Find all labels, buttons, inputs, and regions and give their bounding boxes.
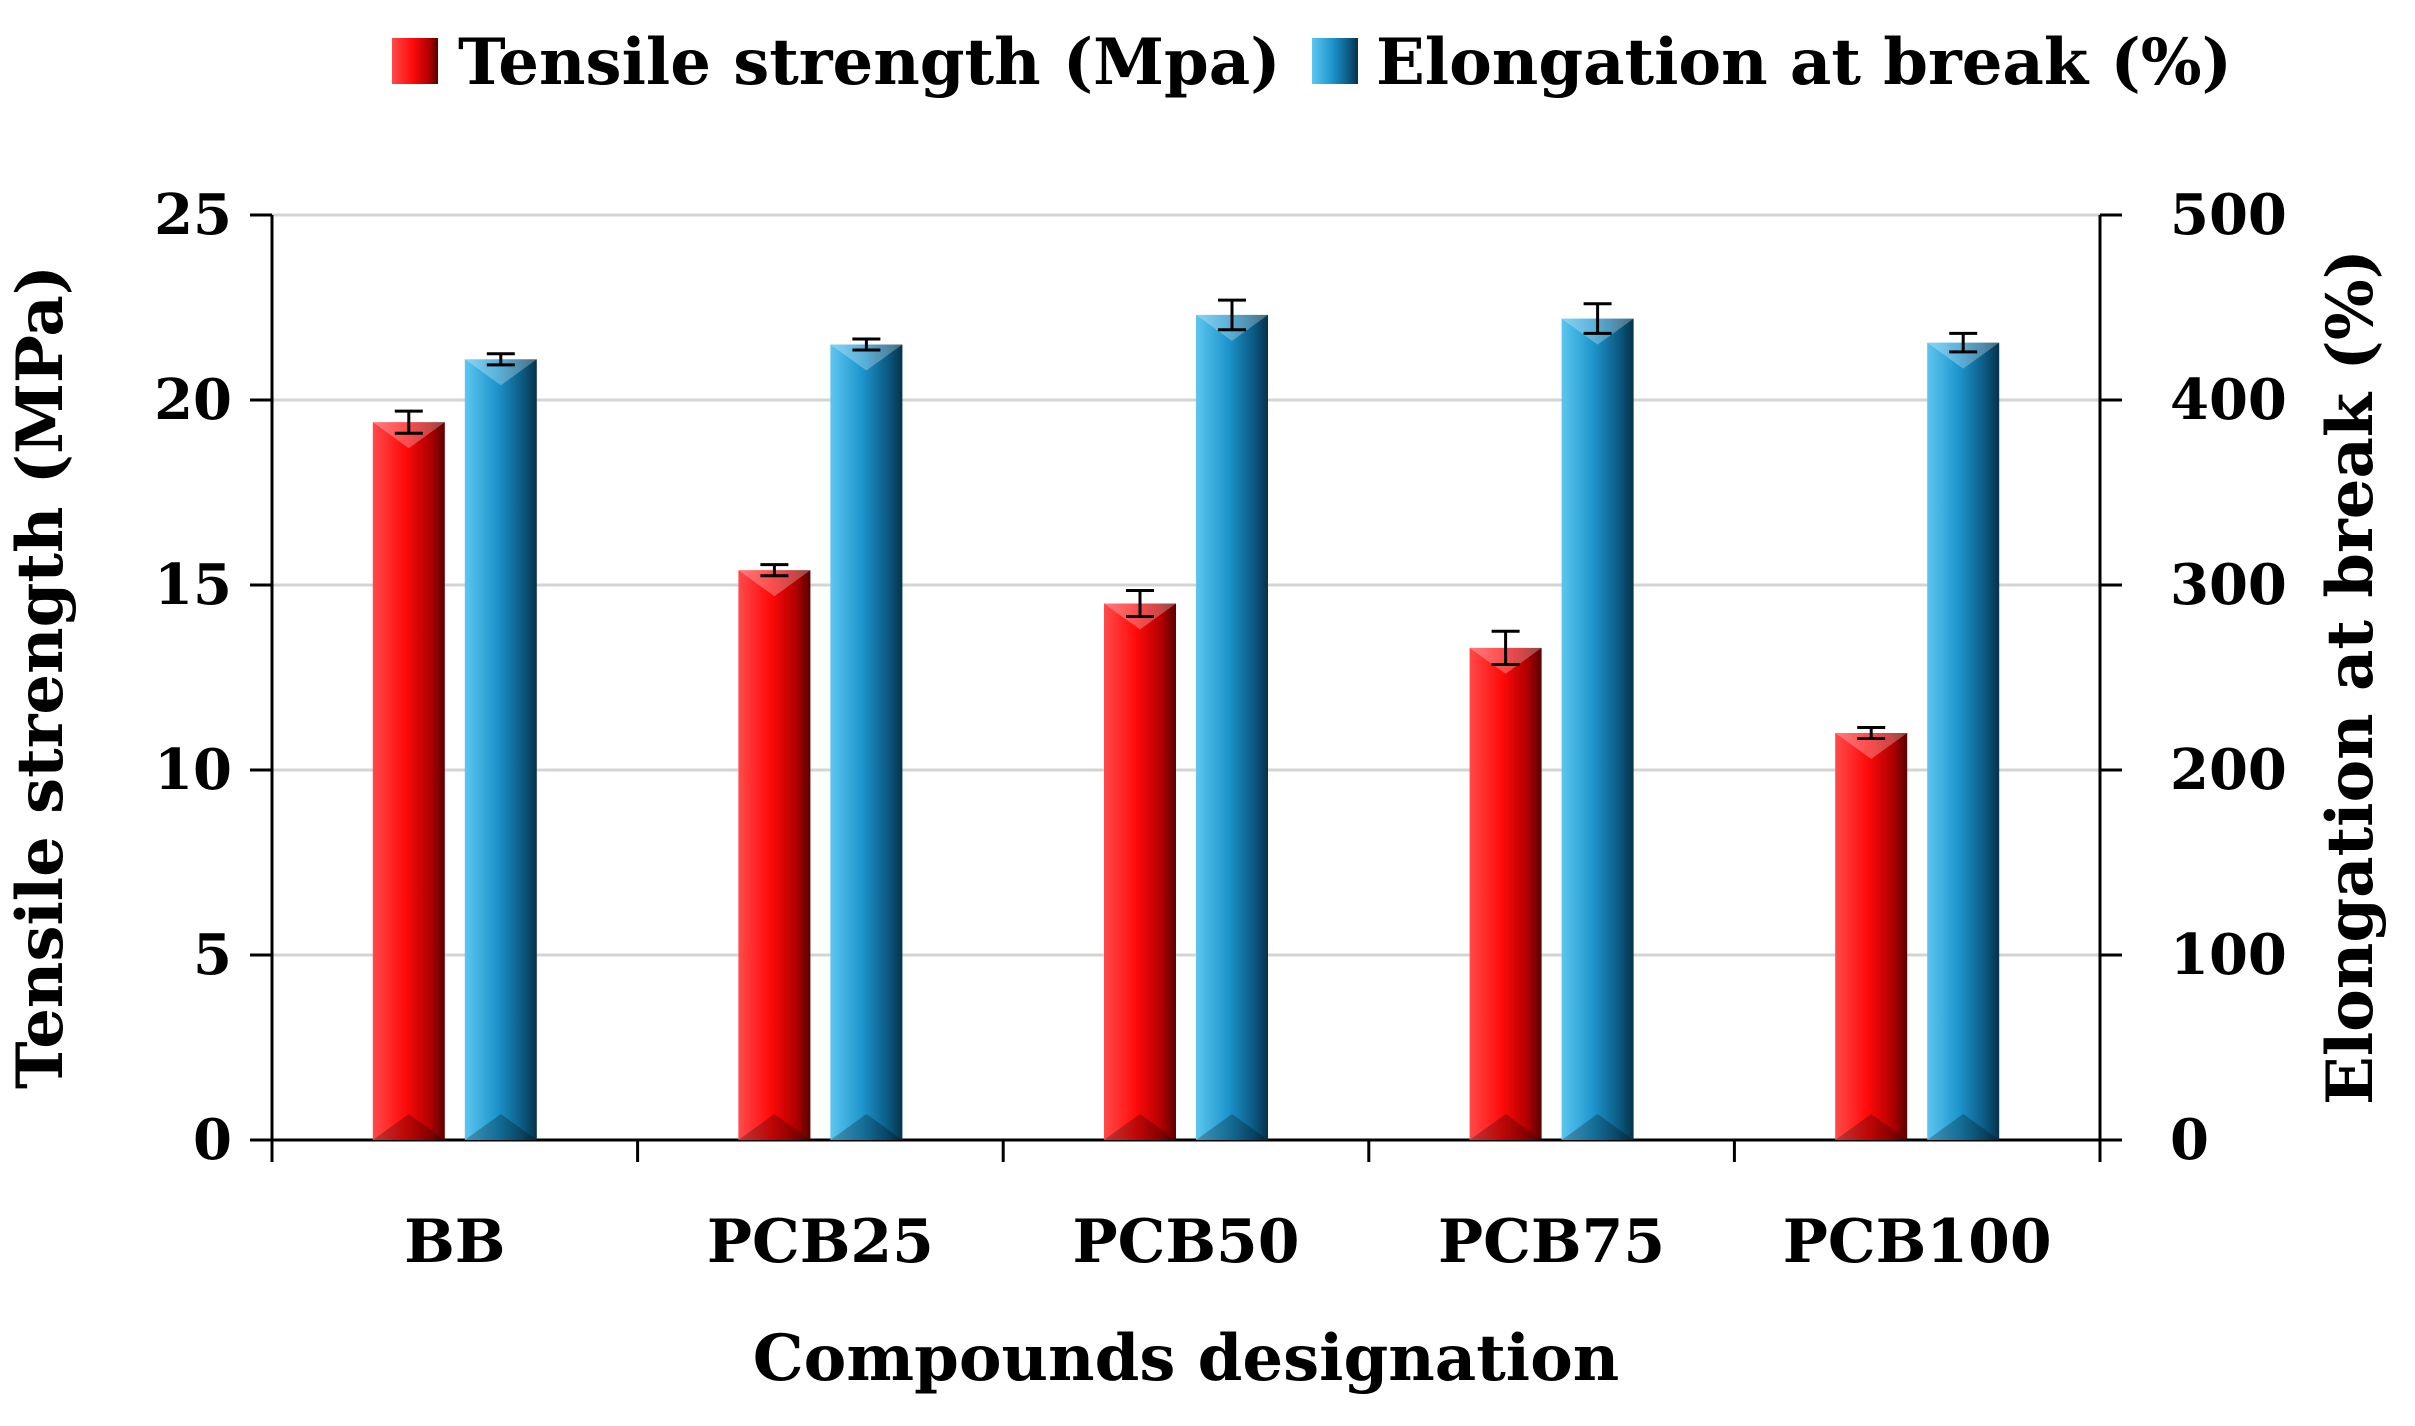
- category-label: PCB75: [1438, 1207, 1665, 1277]
- elongation-bar: [464, 359, 537, 1140]
- elongation-bar-bottom-bevel: [464, 1114, 537, 1140]
- tensile-bar: [372, 422, 445, 1140]
- elongation-bar: [1196, 314, 1268, 1140]
- left-tick-label: 5: [193, 922, 232, 988]
- tensile-bar-bottom-bevel: [1469, 1114, 1542, 1140]
- left-tick-label: 0: [193, 1107, 232, 1173]
- legend-swatch-tensile: [392, 38, 438, 84]
- gridlines: [272, 213, 2100, 957]
- tensile-bar-top-bevel: [738, 570, 811, 597]
- legend: Tensile strength (Mpa) Elongation at bre…: [392, 25, 2232, 100]
- tensile-bar-top-bevel: [1835, 733, 1908, 759]
- category-labels: BB PCB25 PCB50 PCB75 PCB100: [404, 1207, 2052, 1277]
- elongation-bar-bottom-bevel: [1927, 1114, 2000, 1140]
- elongation-bar-bottom-bevel: [1561, 1114, 1634, 1140]
- x-axis-title: Compounds designation: [753, 1321, 1620, 1396]
- y2-axis-title: Elongation at break (%): [2313, 249, 2388, 1105]
- left-ticks: 0 5 10 15 20 25: [154, 182, 272, 1173]
- left-tick-label: 25: [154, 182, 232, 248]
- elongation-bar-top-bevel: [830, 344, 903, 371]
- tensile-bar: [1835, 733, 1908, 1140]
- right-tick-label: 300: [2170, 552, 2287, 618]
- category-label: PCB50: [1072, 1207, 1299, 1277]
- category-label: BB: [404, 1207, 505, 1277]
- right-tick-label: 100: [2170, 922, 2287, 988]
- tensile-bar: [738, 570, 811, 1140]
- right-tick-label: 400: [2170, 367, 2287, 433]
- error-bars: [394, 298, 1978, 741]
- elongation-bar-bottom-bevel: [830, 1114, 903, 1140]
- right-tick-label: 0: [2170, 1107, 2209, 1173]
- elongation-bar: [1927, 342, 2000, 1140]
- category-label: PCB25: [707, 1207, 934, 1277]
- tensile-bar: [1469, 647, 1542, 1140]
- right-tick-label: 200: [2170, 737, 2287, 803]
- bars: [372, 314, 2000, 1141]
- elongation-bar-top-bevel: [1927, 342, 2000, 369]
- tensile-bar-bottom-bevel: [738, 1114, 811, 1140]
- legend-label-elongation: Elongation at break (%): [1376, 25, 2232, 100]
- elongation-bar-bottom-bevel: [1196, 1114, 1268, 1140]
- elongation-bar-top-bevel: [464, 359, 537, 386]
- x-ticks: [270, 1140, 2102, 1162]
- left-tick-label: 10: [154, 737, 232, 803]
- legend-label-tensile: Tensile strength (Mpa): [458, 25, 1281, 100]
- category-label: PCB100: [1783, 1207, 2052, 1277]
- tensile-bar-bottom-bevel: [372, 1114, 445, 1140]
- tensile-bar-top-bevel: [372, 422, 445, 449]
- elongation-bar: [1561, 318, 1634, 1141]
- right-tick-label: 500: [2170, 182, 2287, 248]
- left-tick-label: 15: [154, 552, 232, 618]
- legend-swatch-elongation: [1312, 38, 1358, 84]
- elongation-bar: [830, 344, 903, 1140]
- tensile-bar: [1104, 603, 1176, 1140]
- right-ticks: 0 100 200 300 400 500: [2100, 182, 2287, 1173]
- tensile-bar-bottom-bevel: [1104, 1114, 1176, 1140]
- tensile-bar-bottom-bevel: [1835, 1114, 1908, 1140]
- y-axis-title: Tensile strength (MPa): [3, 265, 78, 1089]
- left-tick-label: 20: [154, 367, 232, 433]
